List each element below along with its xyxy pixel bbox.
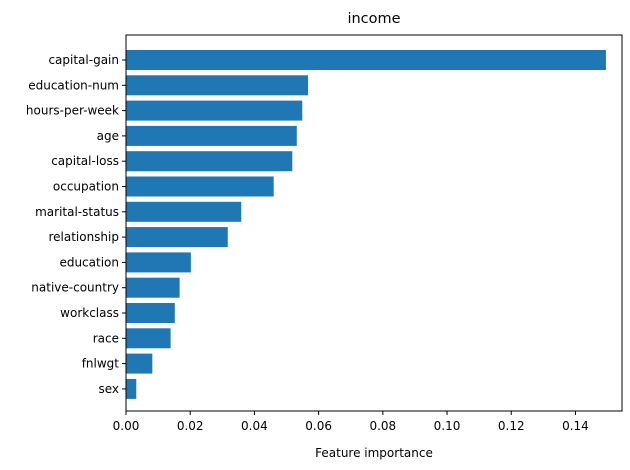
y-tick-label: occupation: [53, 180, 119, 194]
y-tick-label: age: [97, 129, 119, 143]
plot-frame: [125, 34, 623, 412]
y-tick-label: hours-per-week: [26, 104, 119, 118]
chart-title: income: [347, 11, 400, 27]
y-axis-ticks: capital-gain education-num hours-per-week a…: [26, 53, 126, 396]
y-tick-label: workclass: [60, 306, 119, 320]
y-tick-label: education: [59, 255, 119, 269]
x-tick-label: 0.04: [241, 419, 268, 433]
x-tick-label: 0.14: [562, 419, 589, 433]
bar-capital-gain: [126, 50, 606, 70]
x-tick-label: 0.02: [177, 419, 204, 433]
bar-education-num: [126, 75, 309, 96]
y-tick-label: relationship: [48, 230, 119, 244]
y-tick-label: capital-gain: [48, 53, 119, 67]
bar-relationship: [126, 227, 228, 248]
bar-native-country: [126, 277, 180, 298]
y-tick-label: native-country: [31, 281, 119, 295]
y-tick-label: sex: [98, 382, 119, 396]
x-tick-label: 0.10: [434, 419, 461, 433]
y-tick-label: education-num: [28, 78, 119, 92]
bar-age: [126, 125, 297, 146]
y-tick-label: capital-loss: [51, 154, 119, 168]
x-axis-ticks: 0.00 0.02 0.04 0.06 0.08 0.10 0.12 0.14: [113, 411, 589, 433]
bar-workclass: [126, 303, 175, 323]
y-tick-label: marital-status: [35, 205, 119, 219]
bar-sex: [126, 378, 137, 399]
x-tick-label: 0.08: [369, 419, 396, 433]
y-tick-label: fnlwgt: [82, 357, 120, 371]
y-tick-label: race: [93, 331, 119, 345]
bar-fnlwgt: [126, 353, 153, 374]
bar-race: [126, 328, 171, 349]
x-tick-label: 0.12: [498, 419, 525, 433]
bar-hours-per-week: [126, 100, 303, 121]
bars-group: [126, 50, 606, 399]
bar-marital-status: [126, 201, 242, 222]
bar-occupation: [126, 176, 274, 197]
x-axis-label: Feature importance: [315, 446, 433, 460]
bar-education: [126, 252, 191, 273]
bar-capital-loss: [126, 151, 293, 172]
x-tick-label: 0.06: [305, 419, 332, 433]
x-tick-label: 0.00: [113, 419, 140, 433]
